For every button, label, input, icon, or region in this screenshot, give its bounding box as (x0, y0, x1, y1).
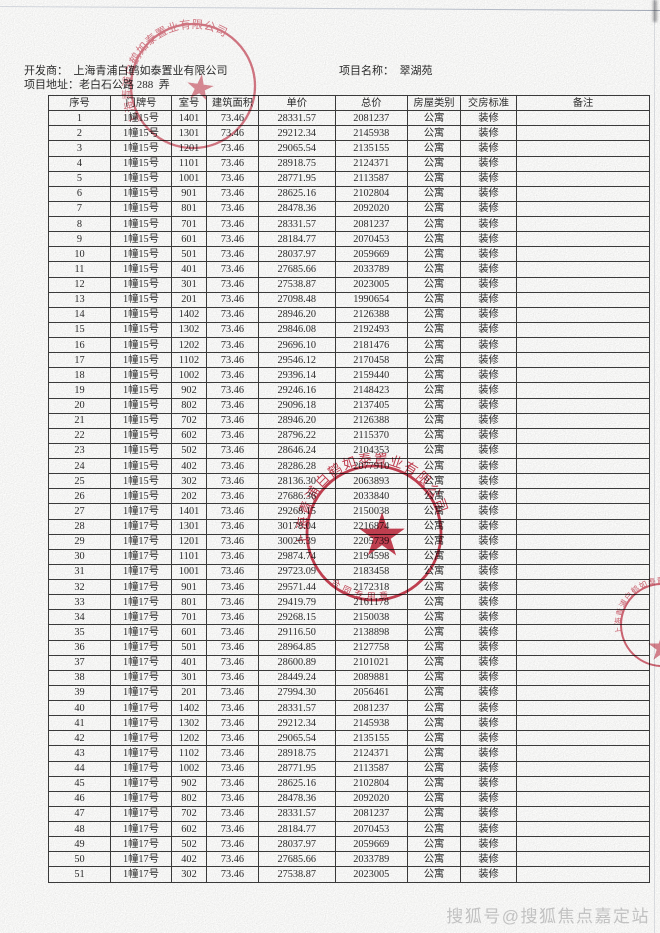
svg-text:上海青浦白鹤如泰置业有限公司: 上海青浦白鹤如泰置业有限公司 (613, 575, 660, 635)
svg-text:上海青浦白鹤如泰置业有限公司: 上海青浦白鹤如泰置业有限公司 (121, 17, 229, 126)
svg-text:合 同 专 用 章: 合 同 专 用 章 (329, 576, 390, 601)
